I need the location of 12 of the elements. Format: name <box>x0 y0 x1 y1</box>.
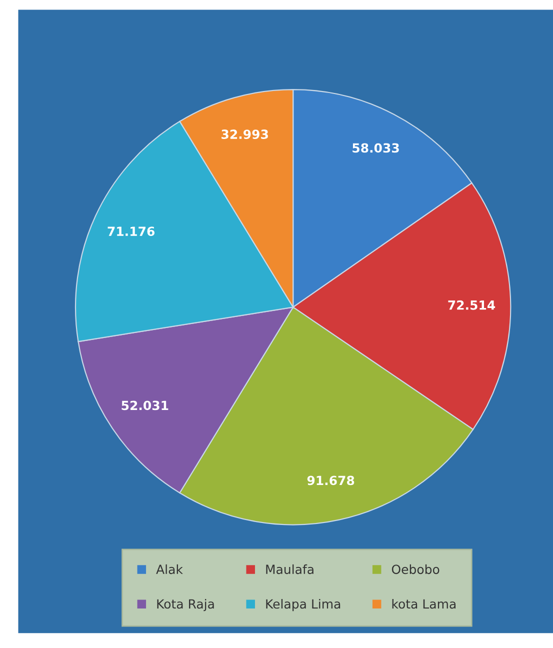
data-label: 72.514 <box>448 300 496 310</box>
legend-label: kota Lama <box>392 598 456 609</box>
data-label: 58.033 <box>352 143 399 153</box>
data-label: 52.031 <box>122 400 168 410</box>
legend-label: Maulafa <box>266 564 314 574</box>
legend-label: Oebobo <box>392 564 440 574</box>
data-label: 91.678 <box>307 476 354 486</box>
data-label: 32.993 <box>222 130 268 140</box>
legend-label: Alak <box>156 564 183 574</box>
legend-label: Kota Raja <box>157 598 214 612</box>
data-label: 71.176 <box>108 226 155 236</box>
legend-label: Kelapa Lima <box>266 598 340 612</box>
